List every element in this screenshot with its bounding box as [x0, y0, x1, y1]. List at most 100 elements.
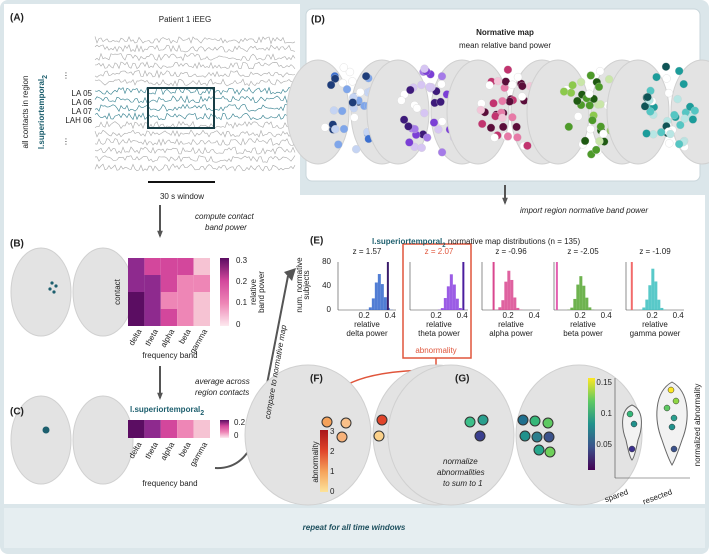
y-tick-label: 0: [327, 305, 332, 314]
x-tick-label: 0.4: [673, 311, 685, 320]
x-label: relative: [426, 320, 452, 329]
trace: [94, 129, 296, 138]
region-dot: [580, 136, 590, 146]
hist-bar: [585, 297, 589, 310]
region-dot: [478, 119, 487, 129]
scale-label: 30 s window: [160, 192, 204, 201]
region-dot: [425, 82, 434, 92]
region-text: l.superiortemporal: [372, 237, 442, 246]
region-dot: [503, 132, 513, 141]
region-dot: [376, 414, 388, 426]
region-dot: [405, 138, 414, 147]
region-dot: [42, 426, 50, 434]
region-dot: [642, 129, 651, 138]
region-dot: [599, 129, 608, 139]
region-dot: [345, 67, 355, 77]
x-label: relative: [354, 320, 380, 329]
region-dot: [373, 430, 385, 442]
region-dot: [543, 431, 555, 443]
trace: [94, 44, 296, 53]
region-dot: [657, 128, 666, 137]
hist-bar: [516, 307, 520, 310]
region-dot: [529, 415, 541, 427]
z-label: z = 2.07: [425, 247, 454, 256]
hist-bar: [657, 299, 661, 310]
brain: [244, 364, 372, 506]
heat-cell: [144, 275, 161, 292]
trace: [94, 61, 296, 70]
violin-dot: [626, 410, 634, 418]
brain: [10, 247, 72, 337]
region-dot: [664, 88, 673, 98]
hist-bar: [660, 307, 664, 310]
region-dot: [574, 112, 583, 121]
axis-label: contact: [113, 278, 122, 305]
hist-bar: [654, 281, 658, 310]
hist-bar: [446, 286, 450, 310]
arrow-head: [502, 197, 508, 205]
panel-title: Patient 1 iEEG: [159, 15, 211, 24]
heat-cell: [144, 420, 161, 438]
heat-cell: [128, 292, 145, 309]
colorbar-tick: 0: [236, 320, 241, 329]
region-dot: [491, 112, 500, 121]
heat-cell: [160, 309, 178, 326]
violin-dot: [663, 404, 671, 412]
trace: [94, 69, 296, 79]
colorbar-label: abnormality: [311, 441, 320, 482]
heat-cell: [128, 420, 145, 438]
hist-bar: [513, 297, 517, 310]
footer-band: [4, 508, 705, 548]
heat-cell: [160, 258, 178, 275]
region-dot: [666, 129, 675, 139]
hist-bar: [443, 298, 447, 310]
violin-dot: [668, 423, 676, 431]
step-label: to sum to 1: [443, 479, 483, 488]
region-name: l.superiortemporal2: [37, 75, 49, 149]
heat-cell: [160, 420, 178, 438]
region-dot: [336, 431, 348, 443]
trace: [94, 52, 296, 62]
region-dot: [485, 81, 494, 90]
heat-cell: [177, 258, 194, 275]
trace: [94, 112, 296, 121]
trace: [94, 137, 296, 147]
region-dot: [406, 85, 415, 95]
region-dot: [568, 81, 577, 90]
x-tick-label: 0.4: [529, 311, 541, 320]
region-dot: [331, 125, 340, 134]
panel-label: (E): [310, 236, 323, 247]
x-tick-label: 0.2: [647, 311, 659, 320]
trace: [94, 36, 296, 45]
contact-dot: [50, 281, 54, 285]
region-dot: [576, 77, 586, 87]
colorbar-tick: 1: [330, 467, 335, 476]
region-dot: [665, 139, 674, 148]
heat-cell: [193, 309, 210, 326]
region-dot: [342, 85, 352, 94]
colorbar: [220, 420, 229, 438]
heat-cell: [160, 275, 178, 292]
heat-cell: [144, 309, 161, 326]
region-dot: [474, 430, 486, 442]
x-tick-label: 0.2: [503, 311, 515, 320]
ellipsis: ⋮: [62, 137, 70, 146]
panel-label: (D): [311, 15, 325, 26]
x-label: theta power: [418, 329, 460, 338]
region-dot: [594, 82, 604, 92]
hist-bar: [573, 298, 577, 310]
region-dot: [512, 122, 521, 132]
region-dot: [321, 416, 333, 428]
region-dot: [361, 72, 371, 81]
x-label: delta power: [346, 329, 388, 338]
x-label: relative: [570, 320, 596, 329]
brain: [515, 364, 643, 506]
region-dot: [675, 66, 684, 76]
hist-bar: [507, 270, 511, 310]
violin: [656, 381, 688, 466]
region-dot: [585, 101, 594, 110]
colorbar: [588, 378, 595, 470]
contact-dot: [54, 284, 58, 288]
region-dot: [498, 113, 507, 123]
region-dot: [595, 67, 605, 76]
